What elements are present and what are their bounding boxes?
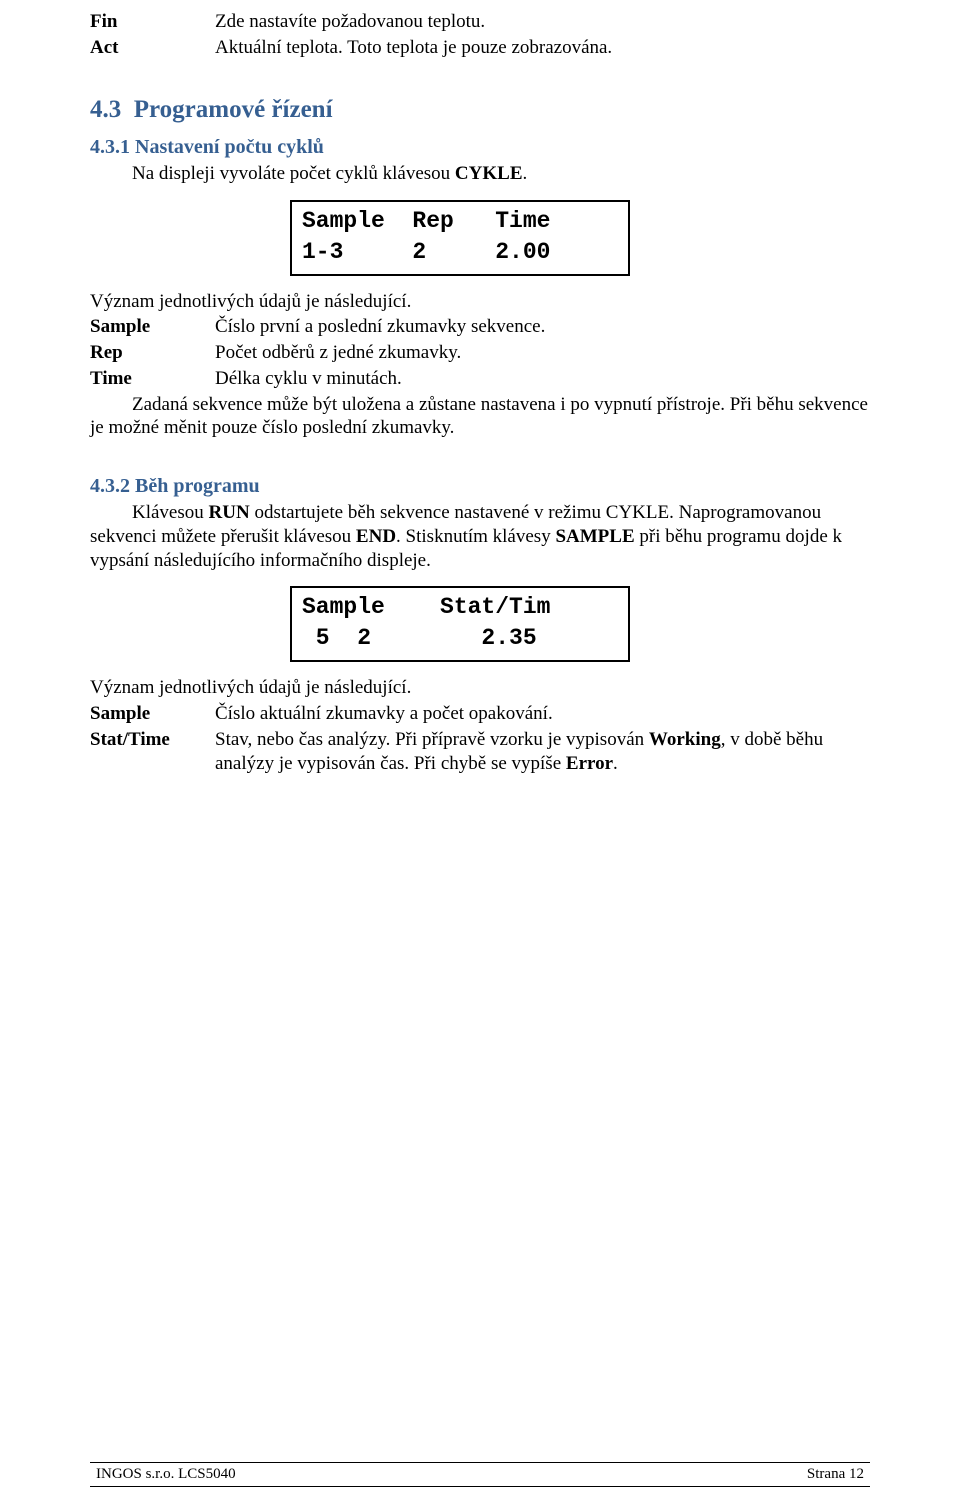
display1-line1: Sample Rep Time — [302, 208, 550, 234]
display2-line1: Sample Stat/Tim — [302, 594, 550, 620]
para-432-e: . Stisknutím klávesy — [396, 526, 555, 547]
def-act: Act Aktuální teplota. Toto teplota je po… — [90, 36, 870, 60]
def-rep-label: Rep — [90, 341, 215, 365]
para-431-intro-b: CYKLE — [455, 163, 523, 184]
heading-4-3-2: 4.3.2 Běh programu — [90, 474, 870, 499]
def-stat-d: Error — [566, 753, 613, 774]
def-rep-text: Počet odběrů z jedné zkumavky. — [215, 341, 870, 365]
def-fin-label: Fin — [90, 10, 215, 34]
def-sample2: Sample Číslo aktuální zkumavky a počet o… — [90, 702, 870, 726]
vyznam-2: Význam jednotlivých údajů je následující… — [90, 676, 870, 700]
display-box-2: Sample Stat/Tim 5 2 2.35 — [290, 586, 630, 662]
def-sample2-text: Číslo aktuální zkumavky a počet opakován… — [215, 702, 870, 726]
def-stat-a: Stav, nebo čas analýzy. Při přípravě vzo… — [215, 729, 649, 750]
heading-4-3-num: 4.3 — [90, 96, 121, 123]
def-stat-b: Working — [649, 729, 721, 750]
para-432-d: END — [356, 526, 396, 547]
para-432: Klávesou RUN odstartujete běh sekvence n… — [90, 501, 870, 572]
display-box-1: Sample Rep Time 1-3 2 2.00 — [290, 200, 630, 276]
heading-4-3-title: Programové řízení — [134, 96, 333, 123]
heading-4-3-2-title: Běh programu — [135, 475, 260, 497]
def-stat-label: Stat/Time — [90, 728, 215, 776]
def-time: Time Délka cyklu v minutách. — [90, 367, 870, 391]
def-sample-text: Číslo první a poslední zkumavky sekvence… — [215, 315, 870, 339]
para-431-intro-a: Na displeji vyvoláte počet cyklů kláveso… — [132, 163, 455, 184]
def-stat: Stat/Time Stav, nebo čas analýzy. Při př… — [90, 728, 870, 776]
para-431-intro: Na displeji vyvoláte počet cyklů kláveso… — [90, 162, 870, 186]
heading-4-3: 4.3 Programové řízení — [90, 94, 870, 125]
para-432-f: SAMPLE — [555, 526, 634, 547]
display1-line2: 1-3 2 2.00 — [302, 239, 550, 265]
note-1: Zadaná sekvence může být uložena a zůsta… — [90, 393, 870, 441]
def-time-text: Délka cyklu v minutách. — [215, 367, 870, 391]
footer-left: INGOS s.r.o. LCS5040 — [96, 1465, 236, 1484]
heading-4-3-1-num: 4.3.1 — [90, 136, 130, 158]
def-act-label: Act — [90, 36, 215, 60]
def-sample2-label: Sample — [90, 702, 215, 726]
spacer — [90, 442, 870, 472]
heading-4-3-1-title: Nastavení počtu cyklů — [135, 136, 324, 158]
def-fin: Fin Zde nastavíte požadovanou teplotu. — [90, 10, 870, 34]
footer-right: Strana 12 — [807, 1465, 864, 1484]
def-stat-e: . — [613, 753, 618, 774]
heading-4-3-2-num: 4.3.2 — [90, 475, 130, 497]
page-footer: INGOS s.r.o. LCS5040 Strana 12 — [90, 1462, 870, 1487]
para-432-a: Klávesou — [132, 502, 209, 523]
def-time-label: Time — [90, 367, 215, 391]
def-sample-label: Sample — [90, 315, 215, 339]
page: Fin Zde nastavíte požadovanou teplotu. A… — [0, 0, 960, 1511]
def-sample: Sample Číslo první a poslední zkumavky s… — [90, 315, 870, 339]
vyznam-1: Význam jednotlivých údajů je následující… — [90, 290, 870, 314]
def-fin-text: Zde nastavíte požadovanou teplotu. — [215, 10, 870, 34]
def-act-text: Aktuální teplota. Toto teplota je pouze … — [215, 36, 870, 60]
def-rep: Rep Počet odběrů z jedné zkumavky. — [90, 341, 870, 365]
para-431-intro-c: . — [523, 163, 528, 184]
para-432-b: RUN — [209, 502, 250, 523]
heading-4-3-1: 4.3.1 Nastavení počtu cyklů — [90, 135, 870, 160]
def-stat-text: Stav, nebo čas analýzy. Při přípravě vzo… — [215, 728, 870, 776]
display2-line2: 5 2 2.35 — [302, 625, 537, 651]
